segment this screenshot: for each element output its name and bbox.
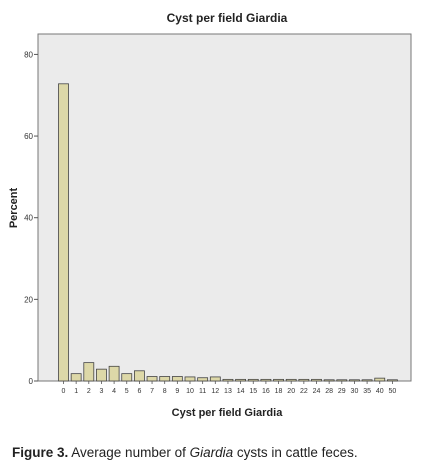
x-tick-label-14: 14 — [237, 388, 245, 395]
x-tick-label-4: 4 — [112, 388, 116, 395]
x-tick-label-7: 7 — [150, 388, 154, 395]
y-axis: 0 20 40 60 80 — [24, 50, 38, 386]
figure-caption: Figure 3. Average number of Giardia cyst… — [12, 445, 427, 460]
y-tick-label: 20 — [24, 295, 33, 304]
bar-16 — [260, 378, 272, 382]
x-tick-label-24: 24 — [313, 388, 321, 395]
bar-11 — [197, 377, 209, 382]
x-tick-label-22: 22 — [300, 388, 308, 395]
x-tick-label-30: 30 — [351, 388, 359, 395]
caption-text-before: Average number of — [68, 445, 190, 460]
bar-22 — [298, 378, 310, 382]
caption-text-after: cysts in cattle feces. — [233, 445, 358, 460]
bar-15 — [247, 378, 259, 382]
bar-10 — [184, 376, 196, 382]
bar-2 — [83, 362, 95, 382]
y-tick-label: 80 — [24, 50, 33, 59]
x-axis: 0 1 2 3 4 5 6 7 8 9 10 11 12 13 14 15 16 18 20 22 24 28 29 30 35… — [62, 381, 397, 395]
y-axis-label: Percent — [8, 187, 20, 228]
x-tick-label-40: 40 — [376, 388, 384, 395]
bar-0 — [58, 83, 69, 382]
bars — [58, 83, 398, 382]
bar-13 — [222, 378, 234, 382]
x-tick-label-6: 6 — [137, 388, 141, 395]
x-tick-label-18: 18 — [275, 388, 283, 395]
plot-area — [37, 33, 412, 382]
caption-italic-term: Giardia — [189, 445, 234, 460]
bar-1 — [70, 373, 82, 382]
bar-18 — [273, 378, 284, 382]
x-tick-label-10: 10 — [186, 388, 194, 395]
chart-title: Cyst per field Giardia — [167, 11, 288, 25]
bar-12 — [209, 376, 221, 382]
bar-7 — [146, 376, 158, 382]
bar-4 — [108, 365, 120, 382]
x-tick-label-15: 15 — [249, 388, 257, 395]
x-tick-label-13: 13 — [224, 388, 232, 395]
x-tick-label-2: 2 — [87, 388, 91, 395]
x-tick-label-9: 9 — [175, 388, 179, 395]
bar-50 — [386, 379, 398, 382]
x-tick-label-16: 16 — [262, 388, 270, 395]
bar-6 — [133, 370, 145, 382]
x-tick-label-0: 0 — [62, 388, 66, 395]
bar-29 — [336, 379, 348, 382]
bar-40 — [374, 377, 386, 382]
x-tick-label-1: 1 — [74, 388, 78, 395]
y-tick-label: 60 — [24, 132, 33, 141]
y-tick-label: 0 — [29, 377, 34, 386]
x-tick-label-50: 50 — [389, 388, 397, 395]
bar-3 — [96, 368, 107, 382]
bar-14 — [235, 378, 247, 382]
x-tick-label-5: 5 — [125, 388, 129, 395]
bar-9 — [171, 376, 183, 382]
bar-20 — [285, 378, 297, 382]
x-axis-label: Cyst per field Giardia — [172, 407, 284, 419]
x-tick-label-3: 3 — [99, 388, 103, 395]
x-tick-label-12: 12 — [211, 388, 219, 395]
bar-5 — [121, 373, 133, 382]
bar-8 — [159, 376, 171, 382]
bar-24 — [311, 378, 322, 382]
x-tick-label-35: 35 — [363, 388, 371, 395]
x-tick-label-20: 20 — [287, 388, 295, 395]
x-tick-label-29: 29 — [338, 388, 346, 395]
y-tick-label: 40 — [24, 214, 33, 223]
bar-35 — [361, 379, 373, 382]
figure-label: Figure 3. — [12, 445, 69, 460]
x-tick-label-8: 8 — [163, 388, 167, 395]
x-tick-label-28: 28 — [325, 388, 333, 395]
bar-30 — [349, 379, 360, 382]
bar-28 — [323, 379, 335, 382]
x-tick-label-11: 11 — [199, 388, 206, 395]
